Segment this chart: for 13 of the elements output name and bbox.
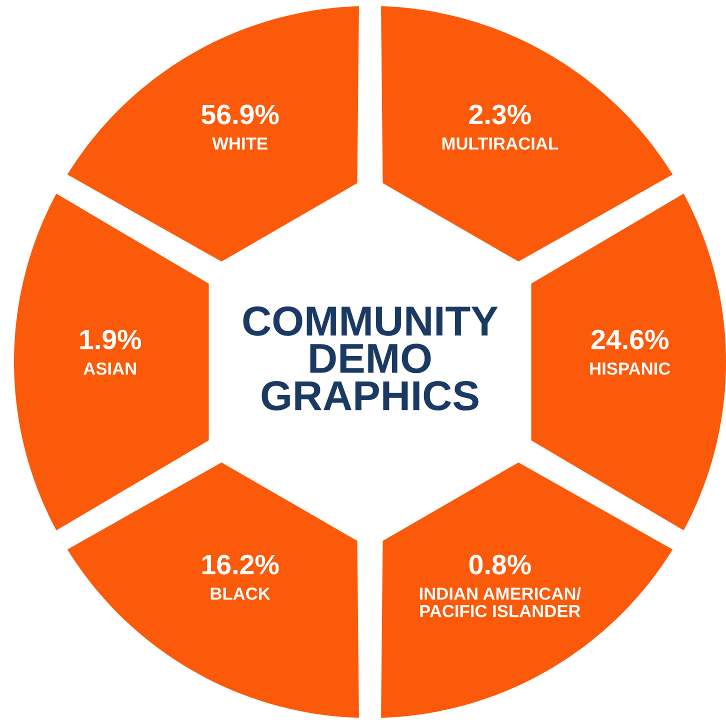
data-label: 24.6% (591, 330, 669, 350)
data-label: 56.9% (202, 104, 279, 124)
category-label: ASIAN (84, 362, 136, 375)
category-label: HISPANIC (590, 362, 670, 375)
text: COMMUNITY DEMO GRAPHICS (243, 306, 498, 411)
data-label: 2.3% (469, 104, 531, 124)
category-label: INDIAN AMERICAN/ PACIFIC ISLANDER (420, 587, 581, 618)
data-label: 16.2% (202, 554, 279, 574)
data-label: 0.8% (469, 554, 531, 574)
category-label: WHITE (212, 138, 268, 150)
category-label: MULTIRACIAL (442, 137, 558, 150)
category-label: BLACK (210, 588, 270, 600)
data-label: 1.9% (80, 330, 142, 350)
